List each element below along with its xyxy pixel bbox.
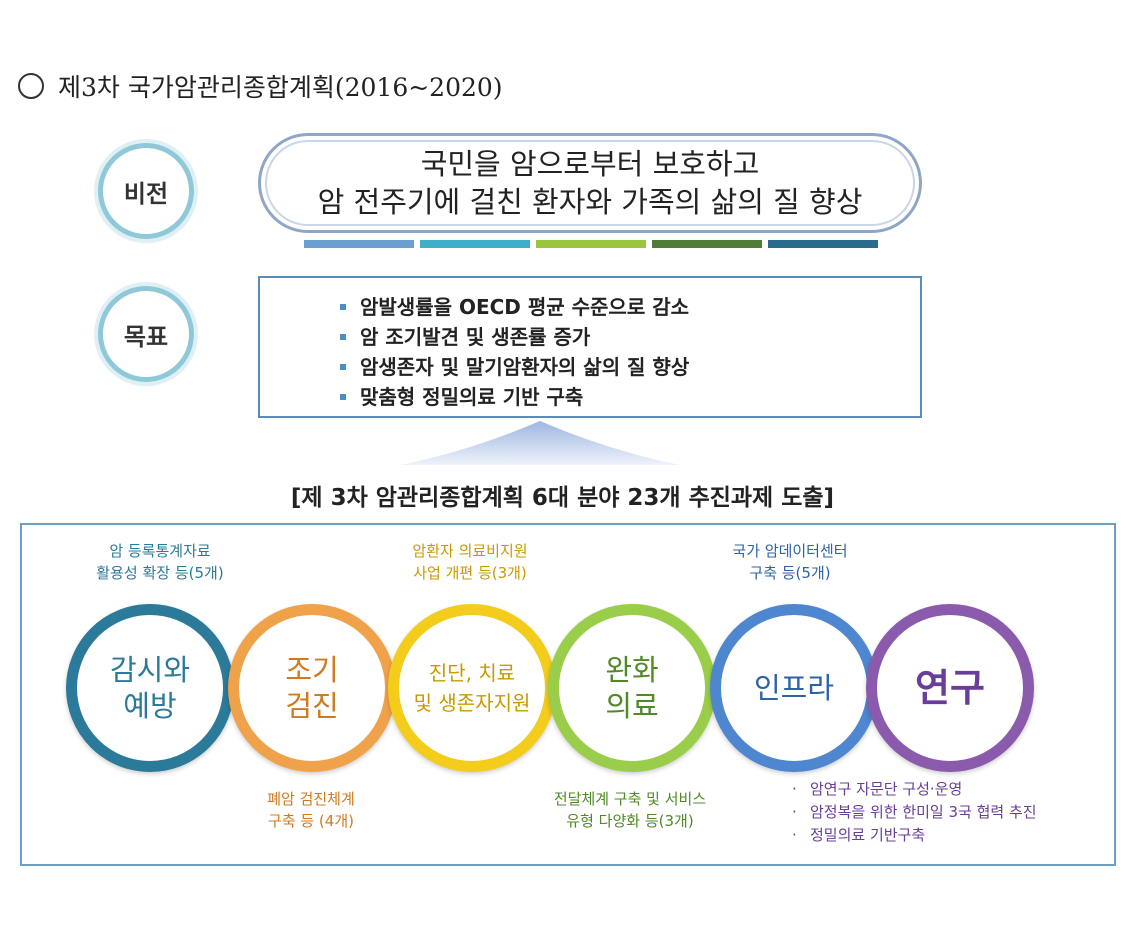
goal-item: 암발생률을 OECD 평균 수준으로 감소 — [340, 292, 920, 322]
color-stripes — [304, 240, 878, 248]
caption-surveillance: 암 등록통계자료 활용성 확장 등(5개) — [96, 542, 224, 582]
caption-screening: 폐암 검진체계 구축 등 (4개) — [267, 790, 355, 830]
goal-item: 암생존자 및 말기암환자의 삶의 질 향상 — [340, 352, 920, 382]
goal-box: 암발생률을 OECD 평균 수준으로 감소 암 조기발견 및 생존률 증가 암생… — [258, 276, 922, 418]
up-arrow-icon — [400, 421, 680, 465]
area-ring-surveillance: 감시와 예방 — [66, 604, 234, 772]
vision-line-1: 국민을 암으로부터 보호하고 — [420, 147, 760, 181]
stripe — [536, 240, 646, 248]
circle-bullet-icon — [18, 73, 44, 99]
caption-infra: 국가 암데이터센터 구축 등(5개) — [732, 542, 848, 582]
section-title: [제 3차 암관리종합계획 6대 분야 23개 추진과제 도출] — [290, 485, 835, 511]
stripe — [768, 240, 878, 248]
research-bullet: 암정복을 위한 한미일 3국 협력 추진 — [792, 801, 1112, 824]
stripe — [304, 240, 414, 248]
area-label: 완화 의료 — [605, 653, 659, 723]
area-ring-palliative: 완화 의료 — [548, 604, 716, 772]
vision-line-2: 암 전주기에 걸친 환자와 가족의 삶의 질 향상 — [317, 185, 863, 219]
heading-text: 제3차 국가암관리종합계획(2016~2020) — [58, 73, 503, 102]
goal-badge: 목표 — [98, 286, 194, 382]
page-heading: 제3차 국가암관리종합계획(2016~2020) — [18, 66, 503, 106]
area-ring-treatment: 진단, 치료 및 생존자지원 — [388, 604, 556, 772]
vision-box: 국민을 암으로부터 보호하고 암 전주기에 걸친 환자와 가족의 삶의 질 향상 — [258, 133, 922, 233]
stripe — [652, 240, 762, 248]
area-label: 진단, 치료 및 생존자지원 — [413, 661, 531, 715]
area-ring-infra: 인프라 — [710, 604, 878, 772]
research-bullet: 정밀의료 기반구축 — [792, 824, 1112, 847]
vision-badge: 비전 — [98, 143, 194, 239]
area-label: 연구 — [915, 666, 985, 710]
caption-palliative: 전달체계 구축 및 서비스 유형 다양화 등(3개) — [553, 790, 707, 830]
goal-item: 암 조기발견 및 생존률 증가 — [340, 322, 920, 352]
stripe — [420, 240, 530, 248]
goal-item: 맞춤형 정밀의료 기반 구축 — [340, 382, 920, 412]
area-ring-screening: 조기 검진 — [228, 604, 396, 772]
area-label: 조기 검진 — [285, 653, 339, 723]
caption-treatment: 암환자 의료비지원 사업 개편 등(3개) — [412, 542, 528, 582]
area-ring-research: 연구 — [866, 604, 1034, 772]
area-label: 감시와 예방 — [109, 653, 191, 723]
area-label: 인프라 — [753, 671, 835, 705]
research-bullet: 암연구 자문단 구성·운영 — [792, 778, 1112, 801]
research-bullets: 암연구 자문단 구성·운영 암정복을 위한 한미일 3국 협력 추진 정밀의료 … — [792, 778, 1112, 847]
